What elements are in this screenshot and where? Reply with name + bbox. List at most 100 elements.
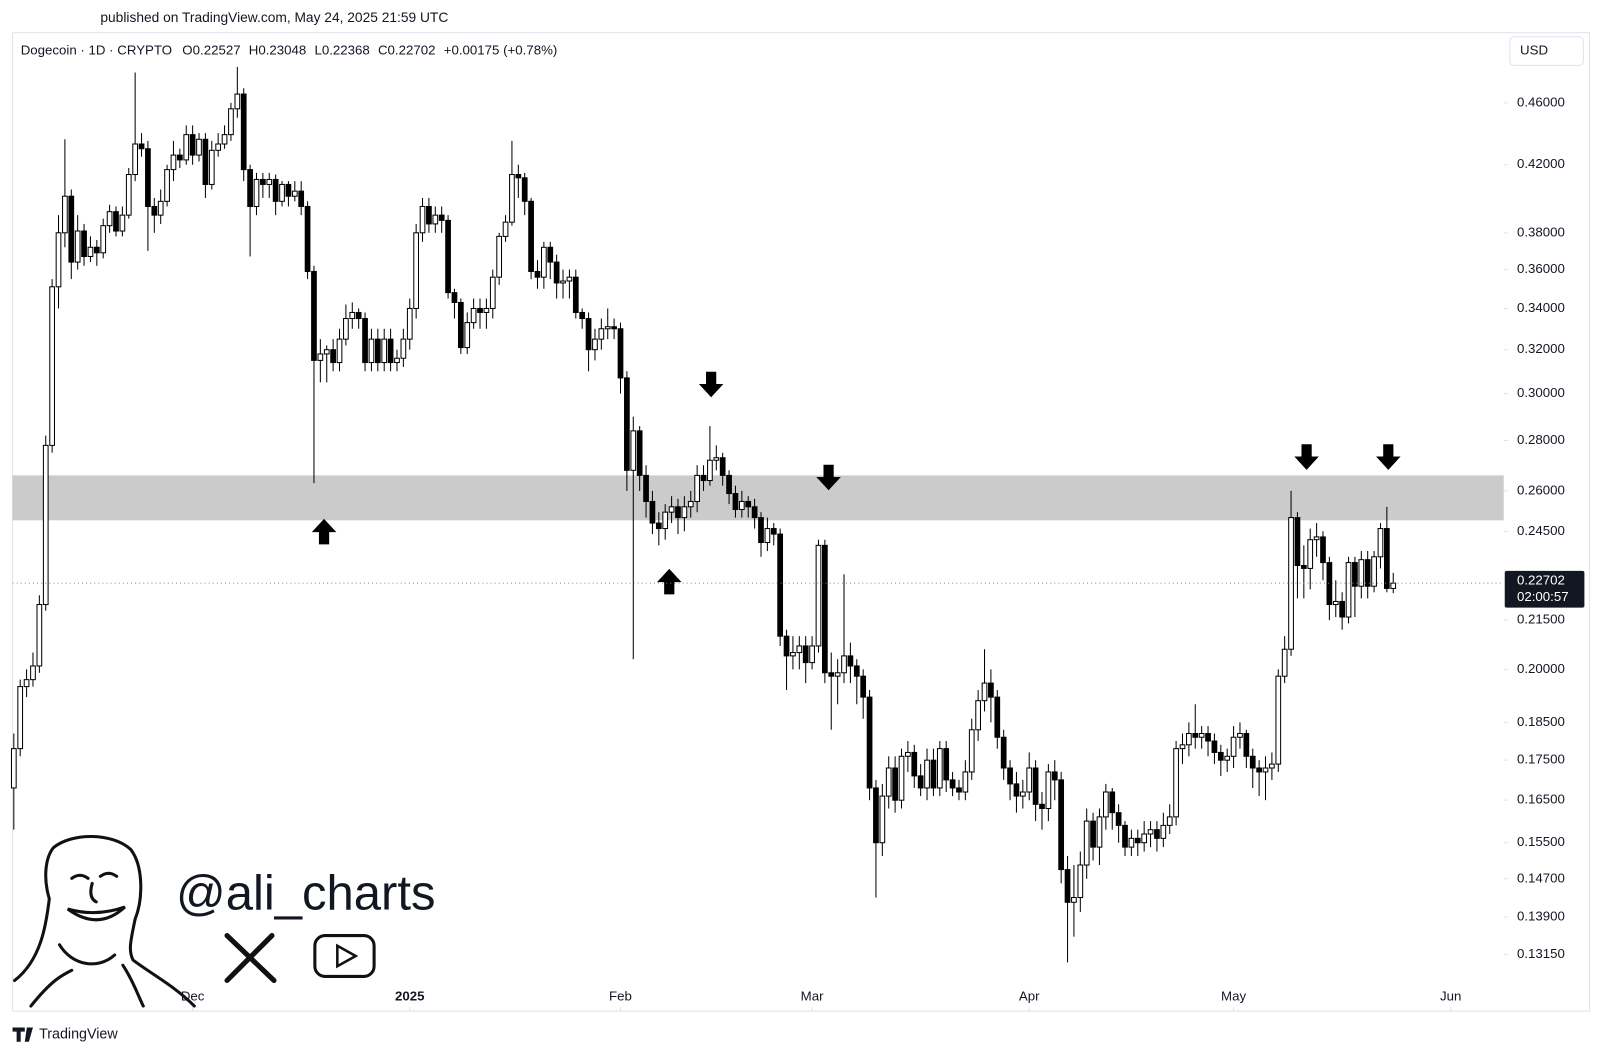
candle-body [770, 528, 777, 535]
candle-body [330, 349, 336, 364]
arrow-up [657, 568, 682, 595]
candle-body [943, 748, 950, 781]
candle-body [496, 235, 503, 278]
resistance-zone [12, 475, 1504, 521]
y-tick-label: 0.20000 [1517, 661, 1565, 676]
candle-body [362, 318, 368, 364]
face-outline [13, 834, 196, 1008]
candle-body [502, 221, 509, 237]
currency-box[interactable] [1509, 36, 1584, 66]
candle-body [1364, 559, 1371, 587]
candle-body [981, 682, 988, 702]
candle-body [1237, 732, 1243, 738]
candle-body [1141, 833, 1148, 844]
countdown: 02:00:57 [1517, 589, 1569, 604]
candle-body [304, 205, 311, 272]
face-eyes [70, 871, 119, 880]
candle-body [272, 178, 279, 202]
candle-body [796, 645, 803, 654]
candle-body [1383, 528, 1390, 589]
candle-body [777, 533, 784, 637]
candle-body [1128, 837, 1135, 848]
candle-body [381, 338, 388, 364]
candle-body [266, 178, 273, 185]
candle-body [374, 338, 381, 364]
y-tick-label: 0.21500 [1517, 612, 1565, 627]
y-tick-label: 0.42000 [1517, 156, 1565, 171]
arrow-up [311, 518, 337, 545]
y-tick-label: 0.30000 [1517, 385, 1565, 400]
candle-body [1000, 736, 1007, 769]
x-tick-label: May [1221, 988, 1246, 1003]
candle-body [23, 679, 30, 688]
candle-body [1326, 562, 1333, 606]
candle-body [1154, 829, 1160, 839]
candle-body [598, 328, 605, 340]
y-tick-label: 0.16500 [1517, 792, 1565, 807]
ohlc-label: +0.00175 (+0.78%) [444, 43, 558, 58]
youtube-logo[interactable] [313, 934, 376, 978]
candle-body [1313, 536, 1320, 541]
candle-body [483, 307, 490, 313]
candle-body [911, 751, 918, 777]
candle-body [62, 195, 68, 234]
y-tick-label: 0.17500 [1517, 752, 1565, 767]
candle-body [1071, 897, 1077, 903]
candle-body [323, 349, 330, 355]
candle-body [1249, 755, 1256, 769]
candle-body [592, 338, 598, 351]
candle-body [285, 183, 292, 197]
candle-body [841, 655, 847, 674]
y-tick-label: 0.18500 [1517, 714, 1565, 729]
candle-body [170, 154, 177, 171]
candle-body [1205, 732, 1211, 742]
youtube-play [336, 943, 359, 969]
candle-body [355, 311, 362, 320]
candle-body [228, 108, 234, 136]
face-collar [29, 963, 145, 1008]
candle-body [758, 517, 764, 544]
candle-body [279, 183, 285, 202]
y-tick-label: 0.46000 [1517, 94, 1565, 109]
candle-body [387, 338, 394, 364]
candle-body [1109, 791, 1116, 814]
candle-body [1122, 824, 1128, 848]
published-note: published on TradingView.com, May 24, 20… [100, 10, 448, 25]
candle-body [119, 214, 126, 232]
candle-body [240, 93, 247, 171]
candle-body [49, 286, 55, 446]
candle-body [738, 500, 745, 510]
x-logo[interactable] [224, 933, 277, 984]
candle-body [1294, 517, 1301, 566]
candle-body [1115, 812, 1122, 826]
candle-body [1064, 869, 1071, 903]
candle-body [547, 246, 554, 263]
candle-body [624, 377, 630, 471]
currency: USD [1520, 43, 1548, 58]
candle-body [636, 430, 643, 476]
candle-body [464, 322, 471, 349]
candle-body [1211, 740, 1218, 753]
candle-body [892, 767, 898, 801]
candle-body [675, 506, 681, 519]
y-tick-label: 0.36000 [1517, 261, 1565, 276]
candle-body [924, 759, 930, 789]
candle-body [764, 528, 771, 544]
candle-body [406, 307, 413, 340]
candle-body [1198, 732, 1205, 738]
candle-body [617, 328, 624, 379]
candle-body [719, 457, 726, 476]
candle-body [694, 474, 700, 502]
candle-body [1390, 582, 1397, 589]
candle-body [1345, 562, 1352, 618]
candle-body [42, 444, 49, 606]
candle-body [898, 755, 905, 801]
candle-body [426, 205, 432, 225]
candle-body [732, 493, 739, 510]
candle-body [1352, 562, 1358, 587]
candle-body [1371, 556, 1377, 587]
candle-body [853, 665, 860, 677]
candle-body [885, 767, 892, 797]
candle-body [968, 729, 975, 773]
